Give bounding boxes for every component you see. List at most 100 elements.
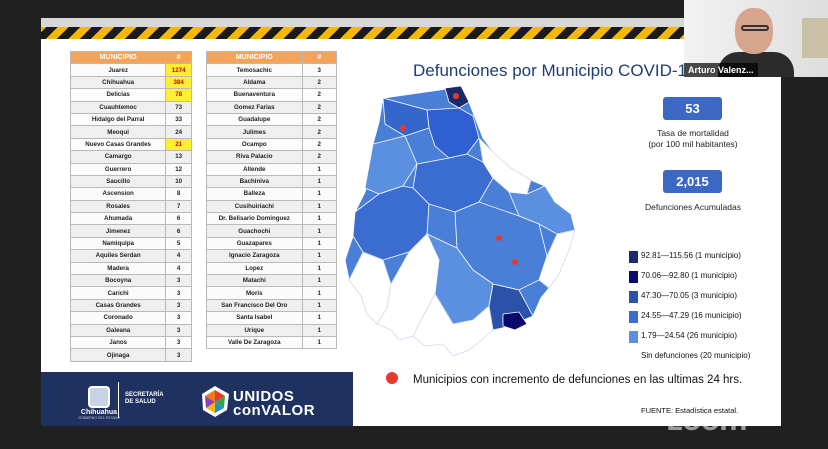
legend-item: 92.81—115.56 (1 municipio) <box>627 248 781 268</box>
column-header-municipio: MUNICIPIO <box>206 50 303 65</box>
table-row: Hidalgo del Parral 33 <box>69 112 192 127</box>
municipio-name: Namiquipa <box>69 236 167 251</box>
table-row: Bachiniva 1 <box>206 174 338 189</box>
participant-glasses <box>741 25 769 31</box>
municipio-count: 1 <box>301 236 338 251</box>
municipio-count: 1 <box>301 323 338 338</box>
municipio-count: 13 <box>165 150 192 164</box>
chihuahua-municipality-map <box>344 85 576 357</box>
municipio-count: 7 <box>165 199 192 214</box>
municipio-name: Guerrero <box>69 162 167 176</box>
municipio-count: 1 <box>301 199 338 214</box>
municipio-count: 4 <box>165 261 192 276</box>
municipio-name: Nuevo Casas Grandes <box>69 137 167 152</box>
table-row: Coronado 3 <box>69 311 192 325</box>
table-row: Balleza 1 <box>206 187 338 201</box>
municipio-name: Ascension <box>69 187 167 201</box>
municipio-count: 3 <box>165 323 192 338</box>
health-line-1: SECRETARÍA <box>125 392 164 398</box>
campaign-line-1: UNIDOS <box>233 388 295 405</box>
table-row: Guerrero 12 <box>69 162 192 176</box>
municipio-count: 78 <box>165 88 192 102</box>
municipio-count: 3 <box>165 348 192 362</box>
video-shelf <box>802 18 828 58</box>
municipio-count: 2 <box>301 88 338 102</box>
zoom-watermark: zoom <box>667 401 748 437</box>
legend-swatch <box>629 251 638 263</box>
participant-name-tag: Arturo Valenz... <box>684 63 758 77</box>
municipio-count: 8 <box>165 187 192 201</box>
municipio-count: 1 <box>301 274 338 288</box>
map-marker-juarez <box>453 93 459 99</box>
table-row: Bocoyna 3 <box>69 274 192 288</box>
table-row: Ignacio Zaragoza 1 <box>206 249 338 263</box>
column-header-municipio: MUNICIPIO <box>69 50 167 65</box>
column-header-count: # <box>165 50 192 65</box>
government-name: Chihuahua <box>80 409 118 416</box>
table-row: Allende 1 <box>206 162 338 176</box>
municipio-name: Carichi <box>69 286 167 300</box>
participant-video-tile[interactable]: Arturo Valenz... <box>684 0 828 77</box>
hazard-stripe <box>41 27 781 39</box>
source-note: FUENTE: Estadística estatal. <box>641 406 739 415</box>
municipio-name: Aquiles Serdan <box>69 249 167 263</box>
table-row: Moris 1 <box>206 286 338 300</box>
municipio-count: 5 <box>165 236 192 251</box>
table-row: Guazapares 1 <box>206 236 338 251</box>
municipio-name: Meoqui <box>69 125 167 139</box>
municipio-count: 3 <box>165 311 192 325</box>
municipio-name: Matachi <box>206 274 303 288</box>
municipio-count: 2 <box>301 100 338 114</box>
column-header-count: # <box>301 50 338 65</box>
legend-item: 1.79—24.54 (26 municipio) <box>627 328 781 348</box>
red-dot-icon <box>386 372 398 384</box>
footer-divider <box>118 382 119 418</box>
municipality-table-right: MUNICIPIO # Temosachic 3 Aldama 2 Buenaventu… <box>206 50 338 350</box>
municipio-count: 6 <box>165 224 192 238</box>
municipio-name: Temosachic <box>206 63 303 77</box>
municipio-name: Buenaventura <box>206 88 303 102</box>
municipio-count: 2 <box>301 112 338 127</box>
municipio-name: Dr. Belisario Dominguez <box>206 212 303 226</box>
municipio-name: Guachochi <box>206 224 303 238</box>
table-row: Namiquipa 5 <box>69 236 192 251</box>
municipio-name: Lopez <box>206 261 303 276</box>
table-row: Ahumada 6 <box>69 212 192 226</box>
legend-label: 24.55—47.29 (16 municipio) <box>641 311 742 320</box>
table-row: Madera 4 <box>69 261 192 276</box>
table-row: Ocampo 2 <box>206 137 338 152</box>
municipio-name: Ojinaga <box>69 348 167 362</box>
municipio-name: Janos <box>69 335 167 350</box>
health-secretariat-label: SECRETARÍA DE SALUD <box>125 392 164 406</box>
legend-label: 47.30—70.05 (3 municipio) <box>641 291 738 300</box>
municipio-count: 2 <box>301 150 338 164</box>
municipio-count: 3 <box>165 298 192 313</box>
municipio-count: 24 <box>165 125 192 139</box>
legend-label: Sin defunciones (20 municipio) <box>641 351 751 360</box>
municipio-name: Camargo <box>69 150 167 164</box>
table-row: Aldama 2 <box>206 75 338 90</box>
municipio-name: San Francisco Del Oro <box>206 298 303 313</box>
state-crest-icon <box>88 386 110 408</box>
municipio-count: 1 <box>301 174 338 189</box>
legend-swatch <box>629 291 638 303</box>
table-row: Temosachic 3 <box>206 63 338 77</box>
table-row: San Francisco Del Oro 1 <box>206 298 338 313</box>
legend-item: 47.30—70.05 (3 municipio) <box>627 288 781 308</box>
table-row: Lopez 1 <box>206 261 338 276</box>
table-row: Delicias 78 <box>69 88 192 102</box>
municipio-count: 1274 <box>165 63 192 77</box>
municipio-name: Guazapares <box>206 236 303 251</box>
municipio-count: 10 <box>165 174 192 189</box>
table-row: Valle De Zaragoza 1 <box>206 335 338 350</box>
municipio-name: Chihuahua <box>69 75 167 90</box>
table-row: Rosales 7 <box>69 199 192 214</box>
municipio-count: 6 <box>165 212 192 226</box>
table-row: Janos 3 <box>69 335 192 350</box>
legend-swatch <box>629 271 638 283</box>
slide-top-bar <box>41 18 781 27</box>
slide-footer: Chihuahua GOBIERNO DEL ESTADO SECRETARÍA… <box>41 372 353 426</box>
municipio-count: 1 <box>301 212 338 226</box>
municipio-count: 12 <box>165 162 192 176</box>
legend-swatch <box>629 331 638 343</box>
